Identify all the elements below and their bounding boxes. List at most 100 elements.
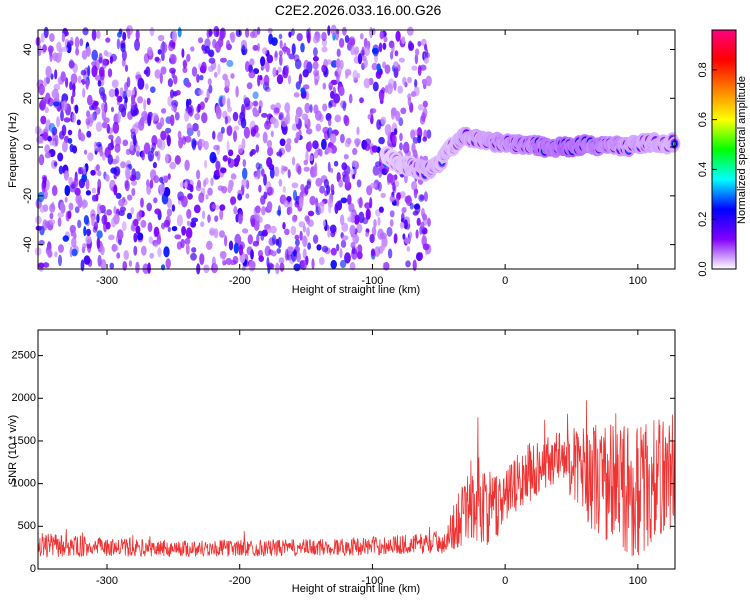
spectrogram-cell xyxy=(119,206,126,213)
spectrogram-cell xyxy=(191,66,198,77)
spectrogram-cell xyxy=(130,131,136,140)
spectrogram-cell xyxy=(199,101,205,110)
spectrogram-cell xyxy=(309,195,317,206)
spectrogram-cell xyxy=(191,139,197,151)
colorbar-gradient xyxy=(711,29,737,270)
spectrogram-cell xyxy=(409,202,414,210)
spectrogram-cell xyxy=(313,47,318,57)
spectrogram-cell xyxy=(255,162,261,170)
spectrogram-cell xyxy=(311,258,315,270)
spectrogram-cell xyxy=(344,252,351,264)
spectrogram-cell xyxy=(174,111,180,121)
spectrogram-cell xyxy=(209,227,216,236)
spectrogram-cell xyxy=(126,212,132,220)
spectrogram-cell xyxy=(181,195,188,208)
spectrogram-cell xyxy=(129,141,134,151)
spectrogram-cell xyxy=(147,150,155,162)
spectrogram-cell xyxy=(243,126,250,139)
spectrogram-cell xyxy=(38,155,44,166)
spectrogram-cell xyxy=(407,76,412,84)
spectrogram-cell xyxy=(157,49,162,55)
spectrogram-cell xyxy=(392,134,397,145)
spectrogram-cell xyxy=(53,161,58,167)
spectrogram-cell xyxy=(42,176,47,183)
spectrogram-cell xyxy=(363,78,371,89)
spectrogram-cell xyxy=(42,262,50,268)
spectrogram-cell xyxy=(330,259,338,269)
spectrogram-cell xyxy=(378,42,383,53)
spectrogram-cell xyxy=(322,82,327,90)
spectrogram-cell xyxy=(286,110,290,121)
spectrogram-cell xyxy=(352,147,358,156)
spectrogram-cell xyxy=(406,246,411,252)
spectrogram-cell xyxy=(163,175,169,183)
spectrogram-cell xyxy=(330,247,337,256)
spectrogram-cell xyxy=(101,102,105,111)
spectrogram-cell xyxy=(413,203,420,210)
spectrogram-cell xyxy=(68,60,75,69)
spectrogram-x-axis-label: Height of straight line (km) xyxy=(292,284,420,296)
spectrogram-cell xyxy=(74,206,80,214)
spectrogram-cell xyxy=(321,245,329,253)
spectrogram-cell xyxy=(373,219,377,228)
spectrogram-cell xyxy=(159,176,164,183)
spectrogram-cell xyxy=(190,220,197,228)
spectrogram-cell xyxy=(295,131,300,141)
snr-y-axis-label: SNR (10 * v/v) xyxy=(7,415,19,485)
spectrogram-cell xyxy=(401,207,406,214)
spectrogram-cell xyxy=(419,252,423,260)
spectrogram-cell xyxy=(108,134,114,140)
spectrogram-cell xyxy=(131,180,137,186)
spectrogram-cell xyxy=(193,204,201,214)
spectrogram-cell xyxy=(338,86,345,97)
spectrogram-cell xyxy=(62,235,69,242)
spectrogram-cell xyxy=(111,79,119,88)
spectrogram-cell xyxy=(313,69,320,77)
spectrogram-cell xyxy=(198,192,205,203)
spectrogram-cell xyxy=(264,120,271,130)
spectrogram-cell xyxy=(57,152,64,162)
spectrogram-cell xyxy=(60,109,64,122)
spectrogram-cell xyxy=(164,127,172,134)
x-tick-label: -200 xyxy=(229,575,251,587)
spectrogram-cell xyxy=(233,242,239,254)
spectrogram-cell xyxy=(202,210,206,220)
spectrogram-cell xyxy=(356,223,363,234)
spectrogram-cell xyxy=(45,65,52,78)
spectrogram-cell xyxy=(116,38,121,50)
spectrogram-cell xyxy=(140,245,147,256)
spectrogram-cell xyxy=(389,51,394,60)
spectrogram-cell xyxy=(256,26,261,35)
spectrogram-cell xyxy=(49,33,55,42)
spectrogram-cell xyxy=(298,73,303,85)
spectrogram-cell xyxy=(279,39,283,49)
spectrogram-cell xyxy=(76,119,81,126)
spectrogram-cell xyxy=(298,221,306,228)
spectrogram-cell xyxy=(341,235,349,241)
spectrogram-cell xyxy=(187,98,192,106)
spectrogram-cell xyxy=(208,65,214,73)
spectrogram-cell xyxy=(280,117,288,128)
spectrogram-cell xyxy=(121,221,127,232)
spectrogram-cell xyxy=(291,215,298,223)
spectrogram-cell xyxy=(329,133,337,144)
spectrogram-cell xyxy=(302,235,308,248)
spectrogram-cell xyxy=(214,215,219,222)
spectrogram-cell xyxy=(125,89,132,98)
spectrogram-cell xyxy=(270,130,274,138)
spectrogram-cell xyxy=(108,234,115,241)
spectrogram-cell xyxy=(80,69,87,76)
spectrogram-cell xyxy=(246,82,253,90)
spectrogram-cell xyxy=(68,202,74,211)
spectrogram-cell xyxy=(92,226,98,233)
spectrogram-cell xyxy=(37,262,45,269)
spectrogram-cell xyxy=(175,90,181,96)
spectrogram-cell xyxy=(58,244,64,253)
spectrogram-cell xyxy=(160,66,167,75)
spectrogram-cell xyxy=(285,142,292,153)
spectrogram-cell xyxy=(357,53,363,65)
spectrogram-cell xyxy=(108,88,116,98)
spectrogram-cell xyxy=(137,232,144,241)
spectrogram-cell xyxy=(242,167,248,180)
spectrogram-cell xyxy=(39,204,45,213)
